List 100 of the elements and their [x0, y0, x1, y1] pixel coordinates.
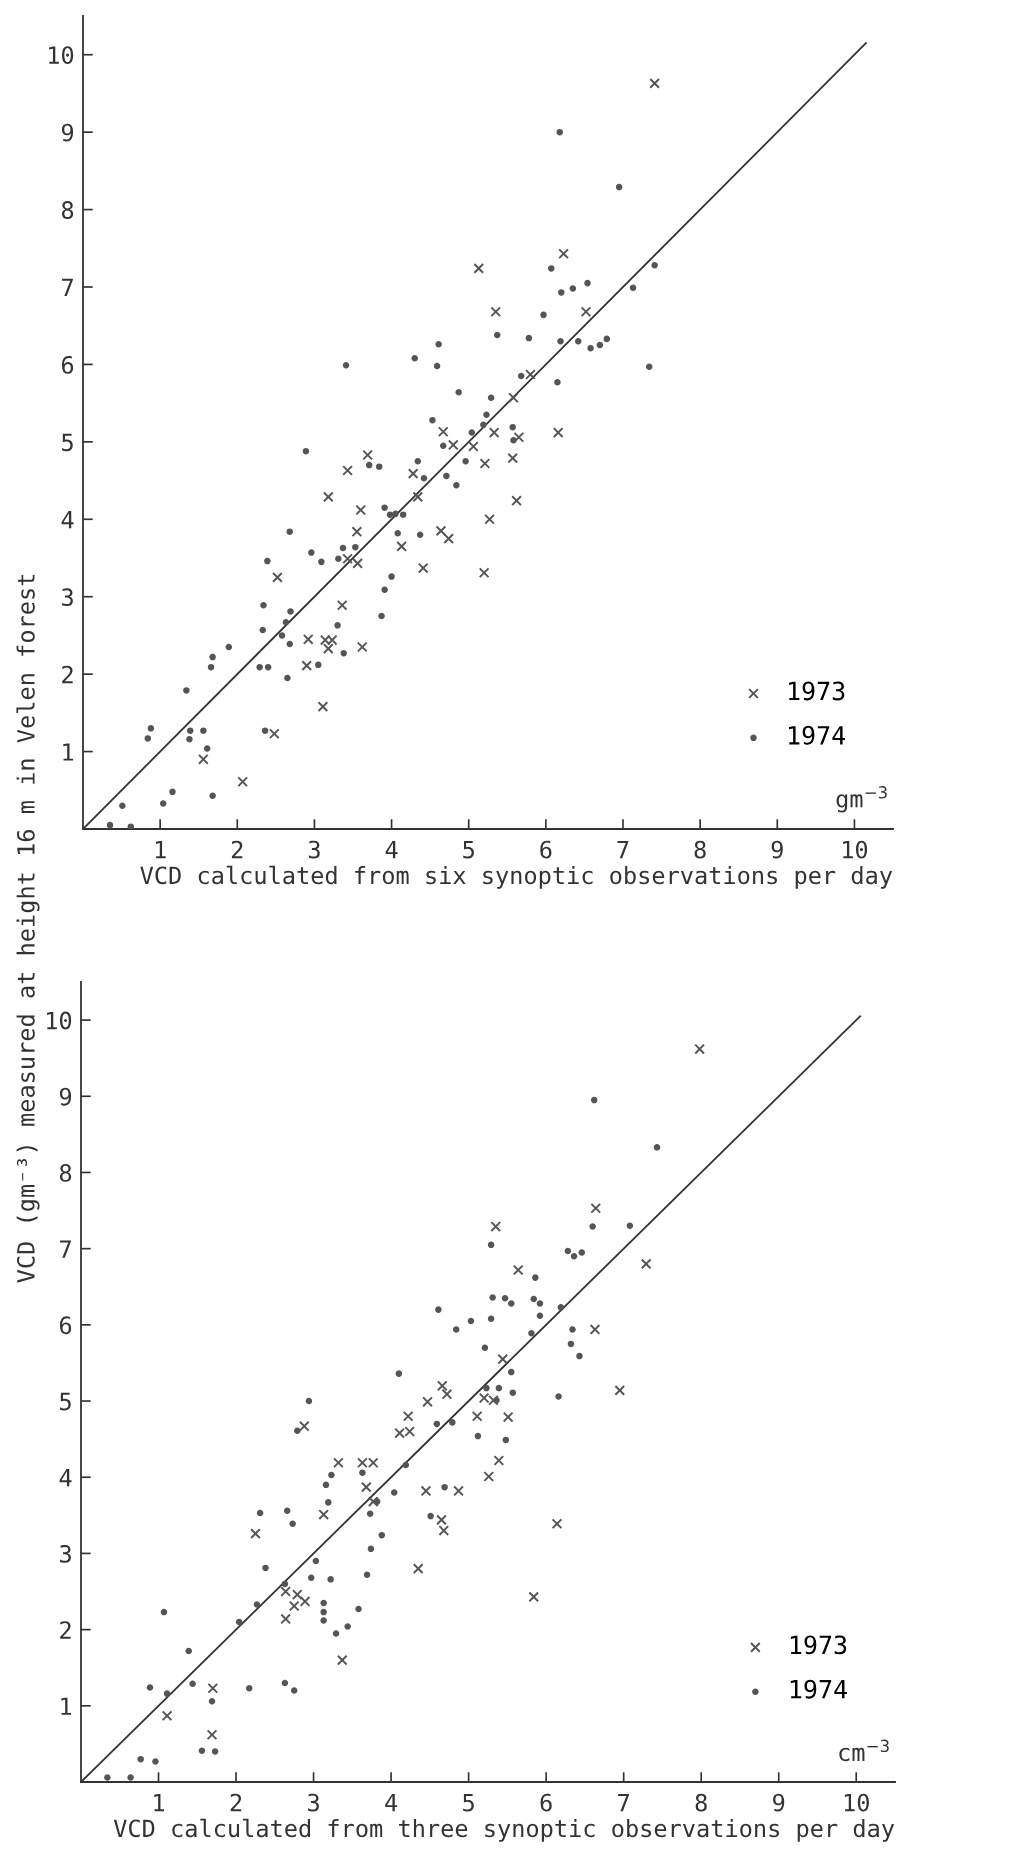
point	[488, 427, 500, 438]
point	[580, 306, 592, 318]
y-tick-label: 4	[59, 1469, 72, 1487]
x-tick-label: 9	[773, 1793, 785, 1812]
point	[417, 562, 429, 574]
y-tick-label: 3	[60, 1544, 71, 1563]
point	[478, 567, 490, 579]
point	[367, 1496, 379, 1507]
point	[493, 1455, 505, 1466]
y-tick-label: 6	[61, 355, 74, 374]
point	[441, 1388, 453, 1400]
point	[407, 468, 419, 479]
annotation: gm$^{−3}$	[836, 786, 887, 813]
point	[484, 513, 495, 525]
point	[250, 1528, 261, 1539]
point	[551, 1518, 563, 1530]
point	[436, 1514, 447, 1526]
point	[436, 1380, 448, 1392]
point	[453, 1485, 464, 1497]
legend-label: 1973	[790, 1635, 847, 1655]
x-tick-label: 10	[843, 840, 868, 859]
y-tick-label: 1	[63, 743, 74, 761]
x-tick-label: 10	[844, 1793, 869, 1812]
y-tick-label: 7	[62, 278, 73, 297]
point	[317, 701, 329, 713]
point	[352, 558, 363, 569]
point	[422, 1396, 433, 1408]
x-tick-label: 4	[385, 840, 398, 859]
x-axis-title: VCD calculated from six synoptic observations per day	[140, 865, 893, 889]
point	[471, 1410, 483, 1422]
y-tick-label: 7	[60, 1240, 71, 1258]
point	[483, 1471, 495, 1482]
legend-label: 1974	[790, 1679, 847, 1699]
x-tick-label: 1	[154, 1793, 165, 1812]
x-tick-label: 7	[617, 840, 629, 859]
point	[336, 599, 348, 611]
y-tick-label: 3	[62, 588, 73, 607]
point	[420, 1485, 432, 1497]
point	[299, 1596, 311, 1607]
point	[161, 1710, 173, 1722]
x-tick-label: 2	[231, 840, 243, 859]
point	[558, 248, 569, 260]
point	[467, 441, 479, 452]
y-tick-label: 5	[60, 1392, 71, 1411]
y-axis-title: VCD (gm⁻³) measured at height 16 m in Velen forest	[16, 574, 40, 1283]
point	[438, 1525, 450, 1536]
point	[447, 439, 459, 451]
point	[402, 1410, 414, 1422]
point	[280, 1586, 292, 1597]
point	[590, 1202, 602, 1214]
point	[490, 306, 502, 318]
point	[508, 392, 519, 404]
point	[507, 452, 519, 464]
point	[298, 1420, 310, 1432]
point	[237, 776, 249, 788]
point	[512, 1264, 524, 1276]
point	[280, 1613, 292, 1625]
x-tick-label: 2	[230, 1793, 242, 1812]
x-tick-label: 8	[694, 840, 706, 859]
point	[497, 1353, 509, 1365]
y-tick-label: 10	[49, 46, 74, 65]
y-tick-label: 5	[62, 433, 73, 452]
point	[525, 369, 536, 380]
legend-label: 1973	[789, 681, 845, 701]
point	[435, 525, 447, 537]
point	[356, 641, 368, 653]
x-tick-label: 8	[695, 1793, 707, 1812]
point	[479, 458, 491, 469]
point	[268, 728, 280, 740]
point	[528, 1591, 540, 1603]
point	[396, 541, 407, 552]
point	[443, 533, 455, 545]
point	[640, 1258, 652, 1270]
point	[614, 1385, 626, 1396]
point	[318, 1509, 330, 1520]
point	[288, 1600, 300, 1612]
point	[502, 1411, 514, 1423]
point	[552, 427, 564, 438]
point	[412, 491, 424, 503]
point	[206, 1729, 218, 1741]
point	[291, 1589, 303, 1600]
point	[351, 526, 363, 538]
point	[336, 1654, 348, 1666]
y-tick-label: 8	[59, 1163, 72, 1182]
x-tick-label: 4	[385, 1793, 398, 1812]
point	[473, 263, 485, 274]
point	[302, 633, 314, 645]
x-tick-label: 5	[463, 840, 474, 859]
x-tick-label: 6	[540, 840, 552, 859]
y-tick-label: 1	[61, 1697, 72, 1715]
point	[511, 495, 522, 507]
y-tick-label: 6	[59, 1316, 72, 1335]
point	[342, 553, 353, 565]
x-tick-label: 1	[155, 840, 166, 859]
point	[355, 504, 367, 516]
point	[197, 753, 209, 765]
point	[649, 78, 660, 89]
x-tick-label: 7	[618, 1793, 629, 1812]
x-tick-label: 9	[771, 840, 783, 859]
y-tick-label: 9	[59, 1087, 72, 1106]
